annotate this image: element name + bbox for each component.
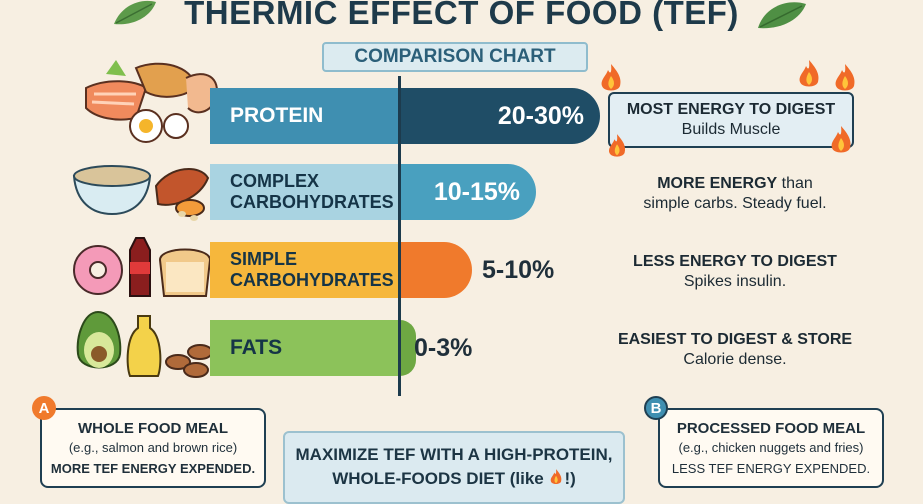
simple-carbs-desc-rest: Spikes insulin. xyxy=(683,273,787,290)
complex-carbs-label-line1: COMPLEX xyxy=(230,171,320,191)
fats-label-bar: FATS xyxy=(210,320,400,376)
fats-desc-rest: Calorie dense. xyxy=(683,351,787,368)
processed-food-example: (e.g., chicken nuggets and fries) xyxy=(678,440,864,455)
whole-food-title: WHOLE FOOD MEAL xyxy=(78,420,228,437)
protein-range: 20-30% xyxy=(497,101,584,130)
flame-icon xyxy=(835,64,855,91)
fats-description: EASIEST TO DIGEST & STORE Calorie dense. xyxy=(600,330,870,370)
grain-bowl-sweet-potato-icon xyxy=(72,165,210,221)
fats-range-bar xyxy=(400,320,416,376)
simple-carbs-desc-strong: LESS ENERGY TO DIGEST xyxy=(633,253,837,270)
complex-carbs-desc-mid: than xyxy=(777,175,813,192)
complex-carbs-label-bar: COMPLEX CARBOHYDRATES xyxy=(210,164,400,220)
complex-carbs-range-bar: 10-15% xyxy=(400,164,536,220)
simple-carbs-range: 5-10% xyxy=(482,256,555,284)
fats-label: FATS xyxy=(230,336,283,359)
simple-carbs-label-bar: SIMPLE CARBOHYDRATES xyxy=(210,242,400,298)
flame-icon xyxy=(609,134,626,157)
processed-food-title: PROCESSED FOOD MEAL xyxy=(676,420,866,437)
protein-label-bar: PROTEIN xyxy=(210,88,400,144)
simple-carbs-description: LESS ENERGY TO DIGEST Spikes insulin. xyxy=(600,252,870,292)
protein-desc-rest: Builds Muscle xyxy=(681,121,781,138)
flame-icon xyxy=(551,469,562,485)
complex-carbs-description: MORE ENERGY than simple carbs. Steady fu… xyxy=(600,174,870,214)
donut-soda-bread-icon xyxy=(73,237,212,297)
protein-label: PROTEIN xyxy=(230,104,324,127)
flame-icon xyxy=(831,126,851,153)
complex-carbs-label-line2: CARBOHYDRATES xyxy=(230,192,394,212)
processed-food-meal-box: PROCESSED FOOD MEAL (e.g., chicken nugge… xyxy=(658,408,884,488)
tip-line2: WHOLE-FOODS DIET (like !) xyxy=(285,467,623,491)
whole-food-result: MORE TEF ENERGY EXPENDED. xyxy=(50,461,256,476)
simple-carbs-label-line1: SIMPLE xyxy=(230,249,298,269)
badge-a: A xyxy=(32,396,56,420)
leaf-icon xyxy=(758,2,806,29)
fats-desc-strong: EASIEST TO DIGEST & STORE xyxy=(617,331,853,348)
page-title: THERMIC EFFECT OF FOOD (TEF) xyxy=(184,0,739,31)
avocado-oil-almond-icon xyxy=(76,310,213,378)
protein-range-bar: 20-30% xyxy=(400,88,600,144)
complex-carbs-desc-strong: MORE ENERGY xyxy=(657,175,778,192)
tip-line1: MAXIMIZE TEF WITH A HIGH-PROTEIN, xyxy=(295,445,613,464)
protein-description: MOST ENERGY TO DIGEST Builds Muscle xyxy=(608,92,854,148)
protein-desc-strong: MOST ENERGY TO DIGEST xyxy=(626,101,836,118)
flame-icon xyxy=(601,64,621,91)
simple-carbs-label-line2: CARBOHYDRATES xyxy=(230,270,394,290)
salmon-chicken-egg-icon xyxy=(85,60,218,143)
badge-b: B xyxy=(644,396,668,420)
processed-food-result: LESS TEF ENERGY EXPENDED. xyxy=(671,461,871,476)
whole-food-meal-box: WHOLE FOOD MEAL (e.g., salmon and brown … xyxy=(40,408,266,488)
subtitle-banner: COMPARISON CHART xyxy=(322,42,588,72)
complex-carbs-range: 10-15% xyxy=(433,177,520,206)
tip-line2-b: !) xyxy=(564,469,576,488)
complex-carbs-desc-rest: simple carbs. Steady fuel. xyxy=(643,195,827,212)
tip-line2-a: WHOLE-FOODS DIET (like xyxy=(332,469,549,488)
bar-divider xyxy=(398,76,401,396)
leaf-icon xyxy=(114,0,156,25)
flame-icon xyxy=(799,60,819,87)
simple-carbs-range-bar xyxy=(400,242,472,298)
tip-box: MAXIMIZE TEF WITH A HIGH-PROTEIN, WHOLE-… xyxy=(283,431,625,504)
fats-range: 0-3% xyxy=(414,334,473,362)
whole-food-example: (e.g., salmon and brown rice) xyxy=(68,440,238,455)
